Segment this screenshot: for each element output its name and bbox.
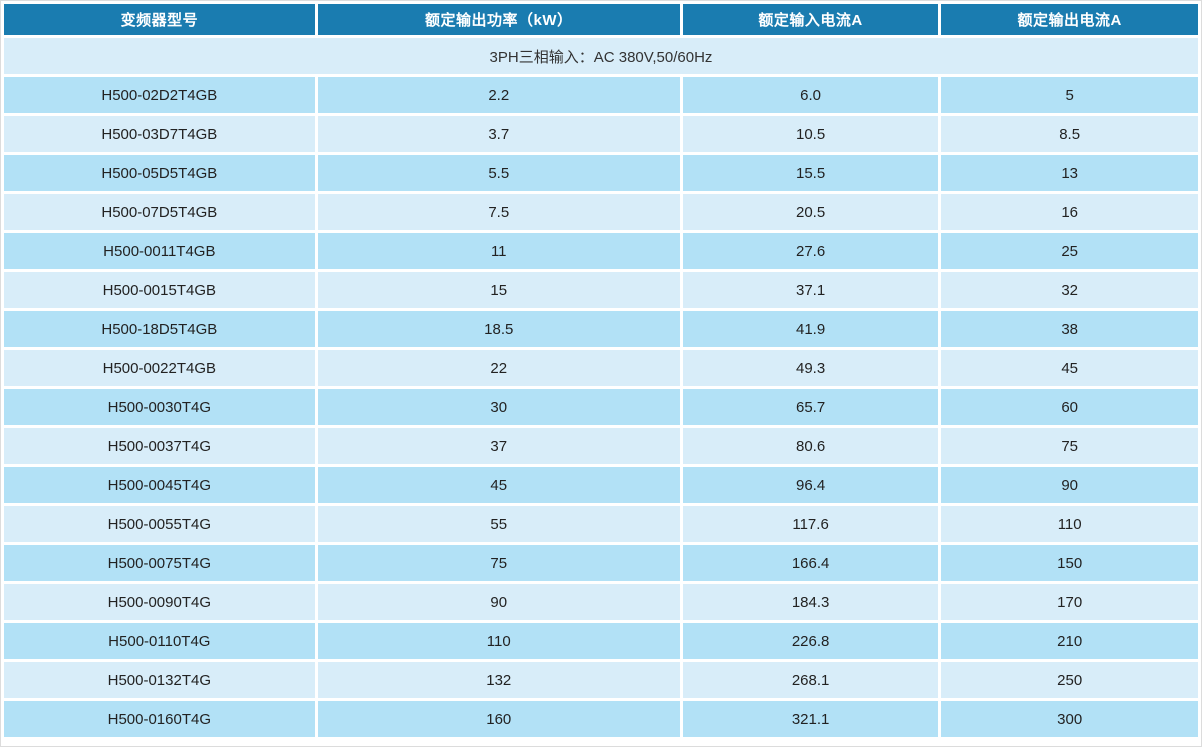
power-cell: 45 [317, 467, 680, 503]
model-cell: H500-0015T4GB [4, 272, 315, 308]
input-current-cell: 27.6 [682, 233, 939, 269]
table-row: H500-0160T4G 160 321.1 300 [4, 701, 1198, 737]
table-row: H500-0030T4G 30 65.7 60 [4, 389, 1198, 425]
output-current-cell: 90 [941, 467, 1198, 503]
output-current-cell: 150 [941, 545, 1198, 581]
output-current-cell: 13 [941, 155, 1198, 191]
model-cell: H500-03D7T4GB [4, 116, 315, 152]
power-cell: 75 [317, 545, 680, 581]
model-cell: H500-0011T4GB [4, 233, 315, 269]
power-cell: 22 [317, 350, 680, 386]
column-header-model: 变频器型号 [4, 4, 315, 35]
model-cell: H500-0132T4G [4, 662, 315, 698]
model-cell: H500-0160T4G [4, 701, 315, 737]
input-current-cell: 15.5 [682, 155, 939, 191]
model-cell: H500-18D5T4GB [4, 311, 315, 347]
power-cell: 5.5 [317, 155, 680, 191]
power-cell: 7.5 [317, 194, 680, 230]
table-row: H500-03D7T4GB 3.7 10.5 8.5 [4, 116, 1198, 152]
table-header: 变频器型号 额定输出功率（kW） 额定输入电流A 额定输出电流A [4, 4, 1198, 35]
table-row: H500-02D2T4GB 2.2 6.0 5 [4, 77, 1198, 113]
power-cell: 2.2 [317, 77, 680, 113]
table-row: H500-0055T4G 55 117.6 110 [4, 506, 1198, 542]
subheader-cell-power-supply: 3PH三相输入：AC 380V,50/60Hz [4, 38, 1198, 74]
power-cell: 15 [317, 272, 680, 308]
input-current-cell: 80.6 [682, 428, 939, 464]
model-cell: H500-05D5T4GB [4, 155, 315, 191]
model-cell: H500-0022T4GB [4, 350, 315, 386]
output-current-cell: 16 [941, 194, 1198, 230]
power-cell: 160 [317, 701, 680, 737]
output-current-cell: 75 [941, 428, 1198, 464]
table-row: H500-0022T4GB 22 49.3 45 [4, 350, 1198, 386]
table-body: H500-02D2T4GB 2.2 6.0 5 H500-03D7T4GB 3.7 10.5… [4, 77, 1198, 737]
power-cell: 3.7 [317, 116, 680, 152]
column-header-rated-output-current: 额定输出电流A [941, 4, 1198, 35]
input-current-cell: 321.1 [682, 701, 939, 737]
input-current-cell: 184.3 [682, 584, 939, 620]
input-current-cell: 37.1 [682, 272, 939, 308]
power-cell: 18.5 [317, 311, 680, 347]
model-cell: H500-0030T4G [4, 389, 315, 425]
output-current-cell: 45 [941, 350, 1198, 386]
power-cell: 37 [317, 428, 680, 464]
input-current-cell: 20.5 [682, 194, 939, 230]
subheader-row: 3PH三相输入：AC 380V,50/60Hz [4, 38, 1198, 74]
input-current-cell: 41.9 [682, 311, 939, 347]
column-header-rated-output-power: 额定输出功率（kW） [317, 4, 680, 35]
input-current-cell: 6.0 [682, 77, 939, 113]
table-row: H500-0045T4G 45 96.4 90 [4, 467, 1198, 503]
table-row: H500-05D5T4GB 5.5 15.5 13 [4, 155, 1198, 191]
power-cell: 132 [317, 662, 680, 698]
column-header-rated-input-current: 额定输入电流A [682, 4, 939, 35]
power-cell: 90 [317, 584, 680, 620]
table-row: H500-0110T4G 110 226.8 210 [4, 623, 1198, 659]
model-cell: H500-0037T4G [4, 428, 315, 464]
model-cell: H500-0075T4G [4, 545, 315, 581]
input-current-cell: 117.6 [682, 506, 939, 542]
model-cell: H500-0055T4G [4, 506, 315, 542]
output-current-cell: 300 [941, 701, 1198, 737]
output-current-cell: 110 [941, 506, 1198, 542]
table-row: H500-0011T4GB 11 27.6 25 [4, 233, 1198, 269]
output-current-cell: 38 [941, 311, 1198, 347]
table-row: H500-0090T4G 90 184.3 170 [4, 584, 1198, 620]
header-row: 变频器型号 额定输出功率（kW） 额定输入电流A 额定输出电流A [4, 4, 1198, 35]
model-cell: H500-07D5T4GB [4, 194, 315, 230]
output-current-cell: 250 [941, 662, 1198, 698]
table-row: H500-0132T4G 132 268.1 250 [4, 662, 1198, 698]
model-cell: H500-0110T4G [4, 623, 315, 659]
power-cell: 11 [317, 233, 680, 269]
input-current-cell: 96.4 [682, 467, 939, 503]
input-current-cell: 65.7 [682, 389, 939, 425]
model-cell: H500-02D2T4GB [4, 77, 315, 113]
table-row: H500-07D5T4GB 7.5 20.5 16 [4, 194, 1198, 230]
output-current-cell: 32 [941, 272, 1198, 308]
input-current-cell: 166.4 [682, 545, 939, 581]
output-current-cell: 210 [941, 623, 1198, 659]
output-current-cell: 25 [941, 233, 1198, 269]
table-row: H500-0037T4G 37 80.6 75 [4, 428, 1198, 464]
model-cell: H500-0090T4G [4, 584, 315, 620]
table-row: H500-18D5T4GB 18.5 41.9 38 [4, 311, 1198, 347]
input-current-cell: 268.1 [682, 662, 939, 698]
power-cell: 110 [317, 623, 680, 659]
output-current-cell: 170 [941, 584, 1198, 620]
power-cell: 30 [317, 389, 680, 425]
input-current-cell: 49.3 [682, 350, 939, 386]
input-current-cell: 10.5 [682, 116, 939, 152]
output-current-cell: 8.5 [941, 116, 1198, 152]
output-current-cell: 60 [941, 389, 1198, 425]
table-row: H500-0075T4G 75 166.4 150 [4, 545, 1198, 581]
power-cell: 55 [317, 506, 680, 542]
output-current-cell: 5 [941, 77, 1198, 113]
table-row: H500-0015T4GB 15 37.1 32 [4, 272, 1198, 308]
model-cell: H500-0045T4G [4, 467, 315, 503]
input-current-cell: 226.8 [682, 623, 939, 659]
